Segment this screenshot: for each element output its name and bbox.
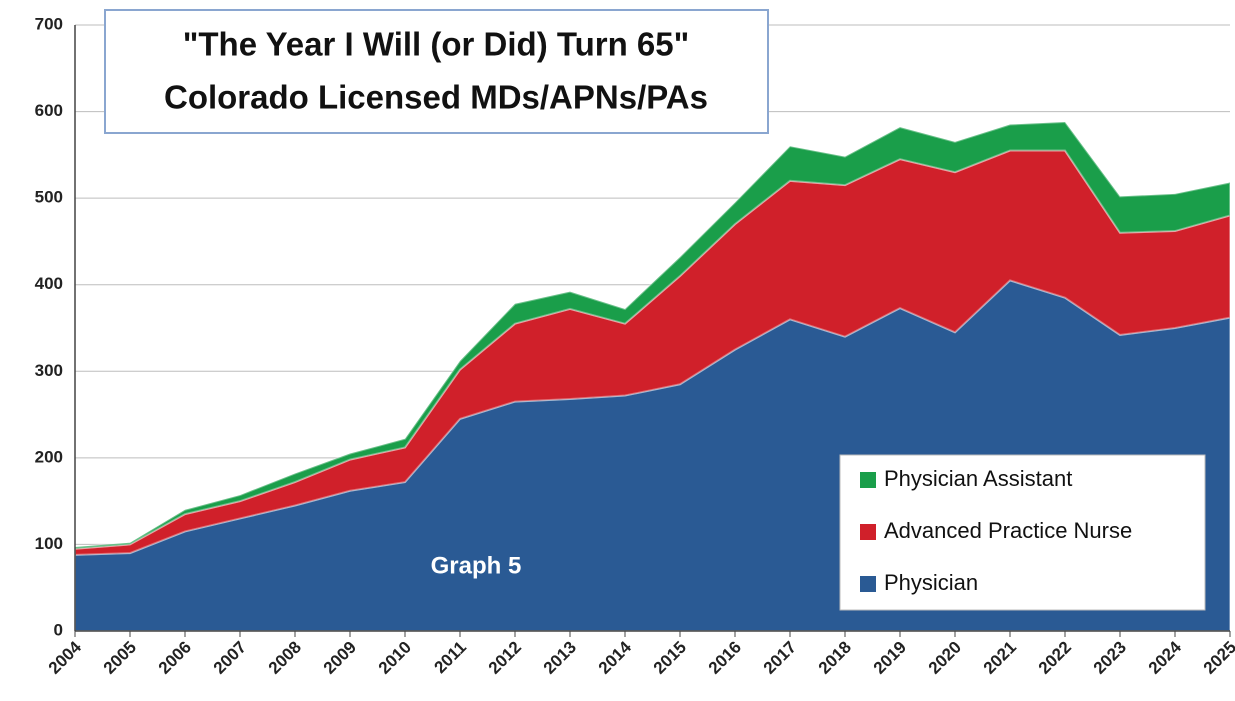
legend-swatch (860, 524, 876, 540)
x-tick-label: 2022 (1035, 638, 1075, 678)
title-box (104, 9, 769, 134)
annotation: Graph 5 (431, 552, 522, 579)
x-tick-label: 2012 (485, 638, 525, 678)
y-tick-label: 700 (35, 14, 63, 33)
x-tick-label: 2007 (210, 638, 250, 678)
y-tick-label: 100 (35, 534, 63, 553)
x-tick-label: 2017 (760, 638, 800, 678)
chart-title: "The Year I Will (or Did) Turn 65" (183, 26, 690, 63)
chart-title: Colorado Licensed MDs/APNs/PAs (164, 79, 708, 116)
x-tick-label: 2008 (265, 638, 305, 678)
legend-swatch (860, 472, 876, 488)
x-tick-label: 2014 (595, 637, 636, 678)
x-tick-label: 2023 (1090, 638, 1130, 678)
x-tick-label: 2006 (155, 638, 195, 678)
y-tick-label: 600 (35, 101, 63, 120)
y-tick-label: 400 (35, 274, 63, 293)
x-tick-label: 2024 (1145, 637, 1186, 678)
x-tick-label: 2020 (925, 638, 965, 678)
y-tick-label: 300 (35, 361, 63, 380)
x-tick-label: 2004 (45, 637, 86, 678)
y-tick-label: 0 (54, 620, 63, 639)
x-tick-label: 2009 (320, 638, 360, 678)
legend-box (839, 454, 1206, 611)
x-tick-label: 2011 (430, 638, 470, 678)
x-tick-label: 2015 (650, 638, 690, 678)
legend-label: Advanced Practice Nurse (884, 518, 1132, 543)
x-tick-label: 2005 (100, 638, 140, 678)
x-tick-label: 2018 (815, 638, 855, 678)
x-tick-label: 2019 (870, 638, 910, 678)
x-tick-label: 2016 (705, 638, 745, 678)
legend: Physician Assistant Advanced Practice Nur… (860, 466, 1132, 595)
x-tick-label: 2025 (1200, 638, 1235, 678)
legend-label: Physician (884, 570, 978, 595)
x-tick-label: 2010 (375, 638, 415, 678)
x-tick-label: 2013 (540, 638, 580, 678)
legend-label: Physician Assistant (884, 466, 1072, 491)
legend-swatch (860, 576, 876, 592)
area (74, 120, 1231, 550)
x-tick-label: 2021 (980, 638, 1020, 678)
y-tick-label: 500 (35, 188, 63, 207)
y-tick-label: 200 (35, 447, 63, 466)
